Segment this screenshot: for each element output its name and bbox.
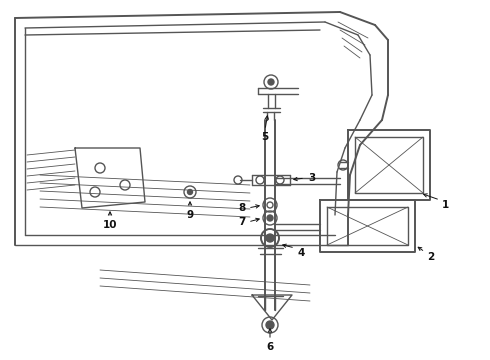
Circle shape [266, 321, 274, 329]
Circle shape [266, 234, 274, 242]
Text: 3: 3 [308, 173, 315, 183]
Circle shape [268, 79, 274, 85]
Circle shape [188, 189, 193, 194]
Text: 2: 2 [427, 252, 434, 262]
Circle shape [267, 215, 273, 221]
Text: 6: 6 [267, 342, 273, 352]
Text: 5: 5 [261, 132, 269, 142]
Text: 7: 7 [239, 217, 246, 227]
Text: 10: 10 [103, 220, 117, 230]
Text: 4: 4 [297, 248, 304, 258]
Text: 9: 9 [186, 210, 194, 220]
Text: 8: 8 [239, 203, 246, 213]
Text: 1: 1 [442, 200, 449, 210]
